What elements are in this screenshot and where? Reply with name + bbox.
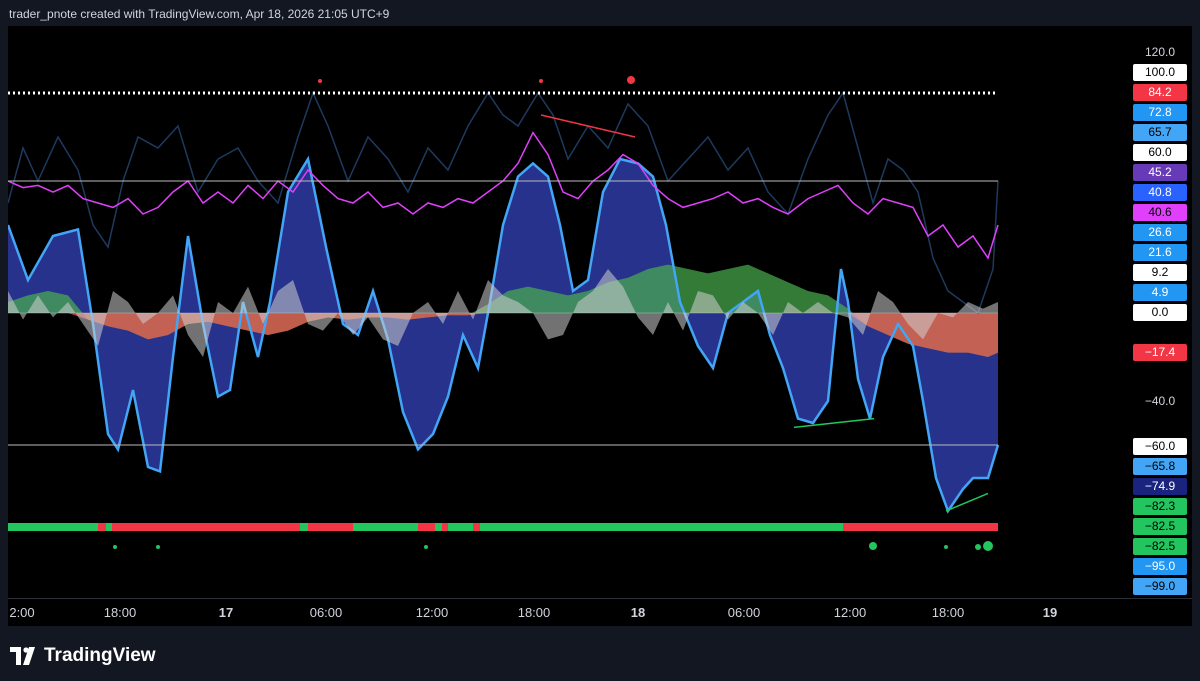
- status-strip-segment: [308, 523, 353, 531]
- status-strip-segment: [98, 523, 106, 531]
- signal-dot: [975, 544, 981, 550]
- price-label: −74.9: [1133, 478, 1187, 495]
- status-strip-segment: [843, 523, 998, 531]
- status-strip-segment: [473, 523, 480, 531]
- time-label: 06:00: [727, 605, 761, 620]
- chart-pane[interactable]: 120.0 100.0 84.2 72.8 65.7 60.0 45.2 40.8 40.6 26…: [8, 26, 1192, 626]
- time-label: 18:00: [931, 605, 965, 620]
- price-label: 120.0: [1144, 45, 1176, 59]
- status-strip-segment: [418, 523, 435, 531]
- price-label: −82.5: [1133, 538, 1187, 555]
- status-strip-segment: [435, 523, 442, 531]
- signal-dot: [627, 76, 635, 84]
- footer-bar: [0, 626, 1200, 681]
- time-label: 12:00: [833, 605, 867, 620]
- price-label: −65.8: [1133, 458, 1187, 475]
- bearish-divergence-line: [540, 114, 636, 138]
- price-label: 9.2: [1133, 264, 1187, 281]
- price-label: 4.9: [1133, 284, 1187, 301]
- status-strip-segment: [353, 523, 418, 531]
- brand-name: TradingView: [44, 645, 156, 666]
- price-label: −95.0: [1133, 558, 1187, 575]
- price-label: 0.0: [1133, 304, 1187, 321]
- status-strip-segment: [300, 523, 308, 531]
- time-label: 18: [630, 605, 646, 620]
- status-strip-segment: [480, 523, 843, 531]
- signal-dot: [983, 541, 993, 551]
- price-label: 84.2: [1133, 84, 1187, 101]
- status-strip-segment: [112, 523, 120, 531]
- price-label: 60.0: [1133, 144, 1187, 161]
- bear-area: [8, 313, 998, 357]
- bullish-divergence-line: [793, 417, 875, 429]
- status-strip-segment: [442, 523, 448, 531]
- header-bar: trader_pnote created with TradingView.co…: [0, 0, 1200, 26]
- signal-dot: [113, 545, 117, 549]
- momentum-area: [8, 269, 998, 357]
- signal-dot: [944, 545, 948, 549]
- signal-dot: [869, 542, 877, 550]
- status-strip-segment: [106, 523, 112, 531]
- price-label: 40.8: [1133, 184, 1187, 201]
- price-label: 26.6: [1133, 224, 1187, 241]
- signal-dot: [539, 79, 543, 83]
- price-label: −82.3: [1133, 498, 1187, 515]
- scale-corner: [1127, 598, 1192, 627]
- price-label: −99.0: [1133, 578, 1187, 595]
- price-scale[interactable]: 120.0 100.0 84.2 72.8 65.7 60.0 45.2 40.8 40.6 26…: [1127, 26, 1192, 598]
- bullish-divergence-line: [945, 492, 989, 512]
- tradingview-logo: TradingView: [10, 645, 156, 667]
- price-label: 21.6: [1133, 244, 1187, 261]
- oscillator-line: [8, 155, 1000, 514]
- oscillator-plot[interactable]: [8, 26, 1192, 626]
- time-label: 19: [1042, 605, 1058, 620]
- time-scale[interactable]: 2:00 18:00 17 06:00 12:00 18:00 18 06:00 12:00 18…: [8, 598, 1127, 627]
- time-label: 18:00: [517, 605, 551, 620]
- status-strip-segment: [448, 523, 473, 531]
- time-label: 06:00: [309, 605, 343, 620]
- price-label: 65.7: [1133, 124, 1187, 141]
- price-label: −82.5: [1133, 518, 1187, 535]
- price-label: 40.6: [1133, 204, 1187, 221]
- fast-line: [8, 90, 999, 315]
- signal-dot: [318, 79, 322, 83]
- time-label: 18:00: [103, 605, 137, 620]
- status-strip-segment: [8, 523, 98, 531]
- price-label: −60.0: [1133, 438, 1187, 455]
- price-label: 72.8: [1133, 104, 1187, 121]
- time-label: 17: [218, 605, 234, 620]
- price-label: −17.4: [1133, 344, 1187, 361]
- signal-dot: [156, 545, 160, 549]
- snapshot-caption: trader_pnote created with TradingView.co…: [9, 7, 390, 21]
- time-label: 2:00: [9, 605, 35, 620]
- signal-dot: [424, 545, 428, 549]
- tradingview-logo-icon: [10, 647, 35, 665]
- time-label: 12:00: [415, 605, 449, 620]
- price-label: 100.0: [1133, 64, 1187, 81]
- price-label: −40.0: [1144, 394, 1176, 408]
- status-strip-segment: [120, 523, 300, 531]
- price-label: 45.2: [1133, 164, 1187, 181]
